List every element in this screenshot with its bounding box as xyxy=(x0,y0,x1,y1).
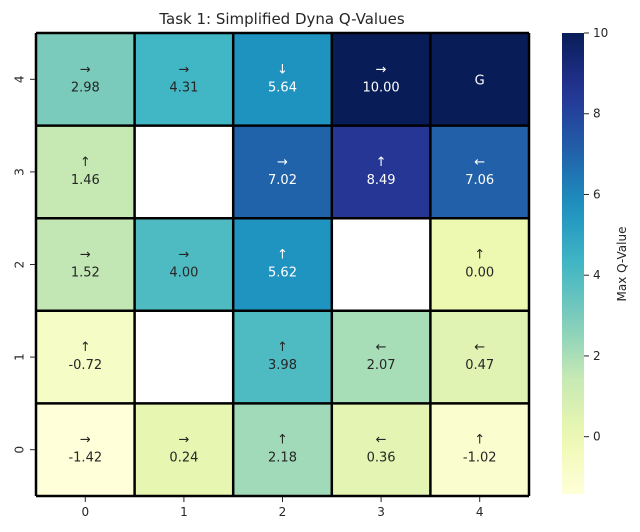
heatmap-cells: → 2.98 → 4.31 ↓ 5.64 → 10.00 G ↑ 1.46 → 7.02 ↑ 8.49 ← 7.… xyxy=(34,31,531,498)
heatmap-cell xyxy=(233,125,332,219)
cell-value-label: 0.36 xyxy=(367,451,396,466)
cell-arrow: → xyxy=(178,248,189,263)
cell-value-label: 2.18 xyxy=(268,451,297,466)
heatmap-cell xyxy=(36,218,135,311)
heatmap-cell xyxy=(134,218,234,311)
cell-arrow: ↑ xyxy=(474,433,485,448)
cell-arrow: ↓ xyxy=(277,62,288,77)
heatmap-cell xyxy=(233,33,332,126)
cell-arrow: → xyxy=(178,62,189,77)
colorbar-label: Max Q-Value xyxy=(615,227,629,302)
colorbar-tick-label: 8 xyxy=(593,107,601,121)
heatmap-cell xyxy=(331,310,431,404)
cell-value-label: 0.24 xyxy=(169,451,198,466)
cell-arrow: ← xyxy=(376,340,387,355)
y-tick-label: 1 xyxy=(13,353,27,361)
cell-arrow: ← xyxy=(376,433,387,448)
y-tick-label: 2 xyxy=(13,261,27,269)
cell-value-label: 4.00 xyxy=(169,266,198,281)
chart-title: Task 1: Simplified Dyna Q-Values xyxy=(158,10,404,28)
cell-arrow: → xyxy=(277,155,288,170)
heatmap-cell xyxy=(233,403,332,496)
colorbar-tick-label: 2 xyxy=(593,349,601,363)
heatmap-cell xyxy=(430,310,529,404)
cell-arrow: → xyxy=(178,433,189,448)
cell-arrow: → xyxy=(376,62,387,77)
x-tick-label: 3 xyxy=(377,505,385,519)
heatmap-cell xyxy=(134,33,234,126)
heatmap-cell xyxy=(233,218,332,311)
cell-value-label: 0.00 xyxy=(465,266,494,281)
cell-arrow: ↑ xyxy=(80,155,91,170)
x-tick-label: 4 xyxy=(476,505,484,519)
heatmap-cell xyxy=(331,125,431,219)
x-axis: 0 1 2 3 4 xyxy=(81,497,484,519)
heatmap-cell xyxy=(134,403,234,496)
cell-arrow: ↑ xyxy=(277,248,288,263)
heatmap-cell xyxy=(430,125,529,219)
colorbar-gradient xyxy=(562,33,584,494)
y-tick-label: 4 xyxy=(13,75,27,83)
cell-value-label: 2.07 xyxy=(367,358,396,373)
cell-value-label: 5.62 xyxy=(268,266,297,281)
heatmap-cell xyxy=(233,310,332,404)
heatmap-cell xyxy=(430,403,529,496)
heatmap-cell xyxy=(430,33,529,126)
heatmap-cell xyxy=(430,218,529,311)
y-axis: 4 3 2 1 0 xyxy=(13,75,35,454)
cell-value-label: -1.42 xyxy=(68,451,102,466)
cell-arrow: → xyxy=(80,62,91,77)
colorbar-tick-label: 0 xyxy=(593,430,601,444)
cell-value-label: 2.98 xyxy=(71,80,100,95)
cell-value-label: 7.06 xyxy=(465,173,494,188)
cell-arrow: ↑ xyxy=(474,248,485,263)
x-tick-label: 1 xyxy=(180,505,188,519)
cell-arrow: → xyxy=(80,248,91,263)
cell-value-label: 7.02 xyxy=(268,173,297,188)
heatmap-cell xyxy=(36,125,135,219)
colorbar-tick-label: 6 xyxy=(593,187,601,201)
colorbar: 0 2 4 6 8 10 xyxy=(562,26,608,494)
heatmap-cell xyxy=(36,310,135,404)
cell-arrow: ↑ xyxy=(277,340,288,355)
cell-arrow: → xyxy=(80,433,91,448)
x-tick-label: 0 xyxy=(81,505,89,519)
cell-value-label: 10.00 xyxy=(362,80,399,95)
cell-arrow: ← xyxy=(474,155,485,170)
heatmap-cell xyxy=(36,403,135,496)
cell-value-label: 8.49 xyxy=(367,173,396,188)
cell-arrow: ← xyxy=(474,340,485,355)
heatmap-cell xyxy=(331,403,431,496)
cell-value-label: 1.46 xyxy=(71,173,100,188)
x-tick-label: 2 xyxy=(279,505,287,519)
cell-value-label: -0.72 xyxy=(68,358,102,373)
cell-arrow: ↑ xyxy=(277,433,288,448)
cell-value-label: -1.02 xyxy=(463,451,497,466)
colorbar-tick-label: 10 xyxy=(593,26,608,40)
cell-value-label: 1.52 xyxy=(71,266,100,281)
cell-value-label: 3.98 xyxy=(268,358,297,373)
cell-value-label: 0.47 xyxy=(465,358,494,373)
y-tick-label: 3 xyxy=(13,168,27,176)
goal-label: G xyxy=(475,73,485,88)
obstacle-cell xyxy=(134,125,234,219)
heatmap-cell xyxy=(331,33,431,126)
cell-value-label: 5.64 xyxy=(268,80,297,95)
obstacle-cell xyxy=(134,310,234,404)
obstacle-cell xyxy=(331,218,431,311)
cell-arrow: ↑ xyxy=(376,155,387,170)
y-tick-label: 0 xyxy=(13,446,27,454)
cell-arrow: ↑ xyxy=(80,340,91,355)
heatmap-cell xyxy=(36,33,135,126)
colorbar-tick-label: 4 xyxy=(593,268,601,282)
cell-value-label: 4.31 xyxy=(169,80,198,95)
